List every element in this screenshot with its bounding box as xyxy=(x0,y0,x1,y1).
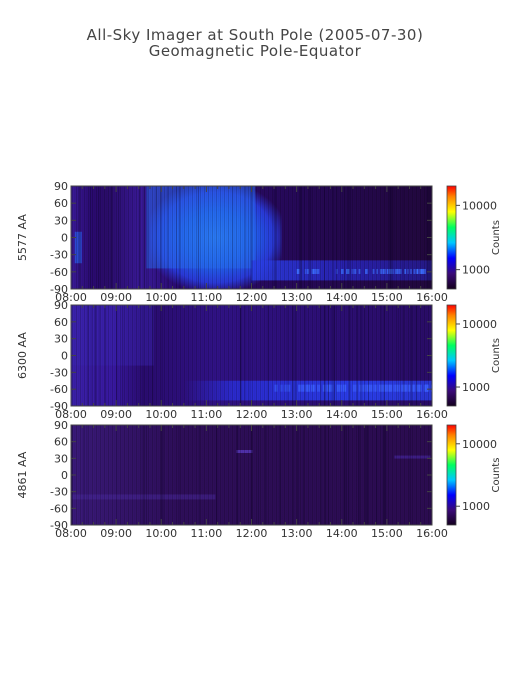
y-tick-label: -60 xyxy=(50,266,68,279)
colorbar-tick-label: 10000 xyxy=(462,318,497,331)
y-tick-label: 0 xyxy=(61,469,68,482)
x-tick-label: 08:00 xyxy=(55,291,87,304)
x-tick-label: 13:00 xyxy=(281,527,313,540)
y-tick-label: -60 xyxy=(50,502,68,515)
y-tick-label: 60 xyxy=(54,436,68,449)
x-tick-label: 16:00 xyxy=(416,291,448,304)
y-tick-label: -30 xyxy=(50,486,68,499)
y-tick-label: 90 xyxy=(54,419,68,432)
colorbar-tick-label: 10000 xyxy=(462,199,497,212)
y-tick-label: -90 xyxy=(50,283,68,296)
y-tick-label: 30 xyxy=(54,333,68,346)
y-tick-label: 30 xyxy=(54,452,68,465)
y-tick-label: -90 xyxy=(50,400,68,413)
x-tick-label: 14:00 xyxy=(326,408,358,421)
x-tick-label: 08:00 xyxy=(55,408,87,421)
colorbar-tick-label: 1000 xyxy=(462,381,490,394)
colorbar-tick-label: 10000 xyxy=(462,438,497,451)
y-tick-label: 60 xyxy=(54,316,68,329)
x-tick-label: 14:00 xyxy=(326,291,358,304)
x-tick-label: 10:00 xyxy=(145,527,177,540)
colorbar-tick-label: 1000 xyxy=(462,500,490,513)
y-tick-label: -30 xyxy=(50,366,68,379)
x-tick-label: 12:00 xyxy=(236,527,268,540)
y-tick-label: -30 xyxy=(50,249,68,262)
y-tick-label: 90 xyxy=(54,299,68,312)
chart-title: All-Sky Imager at South Pole (2005-07-30… xyxy=(86,26,424,44)
colorbar-tick-label: 1000 xyxy=(462,264,490,277)
colorbar-label: Counts xyxy=(491,220,502,255)
y-tick-label: 60 xyxy=(54,197,68,210)
x-tick-label: 16:00 xyxy=(416,408,448,421)
x-tick-label: 11:00 xyxy=(191,408,223,421)
x-tick-label: 15:00 xyxy=(371,408,403,421)
y-axis-label: 5577 AA xyxy=(16,214,29,261)
x-tick-label: 13:00 xyxy=(281,291,313,304)
x-tick-label: 09:00 xyxy=(100,291,132,304)
x-tick-label: 11:00 xyxy=(191,527,223,540)
x-tick-label: 15:00 xyxy=(371,527,403,540)
y-axis-label: 4861 AA xyxy=(16,451,29,498)
chart-subtitle: Geomagnetic Pole-Equator xyxy=(148,42,362,60)
y-tick-label: -60 xyxy=(50,383,68,396)
y-tick-label: 90 xyxy=(54,180,68,193)
heatmap-image xyxy=(71,425,432,525)
x-tick-label: 11:00 xyxy=(191,291,223,304)
y-tick-label: -90 xyxy=(50,519,68,532)
y-tick-label: 30 xyxy=(54,214,68,227)
heatmap-image xyxy=(71,305,432,406)
y-tick-label: 0 xyxy=(61,350,68,363)
x-tick-label: 09:00 xyxy=(100,527,132,540)
x-tick-label: 12:00 xyxy=(236,408,268,421)
x-tick-label: 10:00 xyxy=(145,291,177,304)
x-tick-label: 15:00 xyxy=(371,291,403,304)
x-tick-label: 10:00 xyxy=(145,408,177,421)
x-tick-label: 14:00 xyxy=(326,527,358,540)
colorbar-label: Counts xyxy=(491,338,502,373)
y-tick-label: 0 xyxy=(61,232,68,245)
heatmap-image xyxy=(71,186,432,289)
x-tick-label: 13:00 xyxy=(281,408,313,421)
x-tick-label: 09:00 xyxy=(100,408,132,421)
colorbar-label: Counts xyxy=(491,458,502,493)
x-tick-label: 16:00 xyxy=(416,527,448,540)
x-tick-label: 08:00 xyxy=(55,527,87,540)
y-axis-label: 6300 AA xyxy=(16,332,29,379)
x-tick-label: 12:00 xyxy=(236,291,268,304)
